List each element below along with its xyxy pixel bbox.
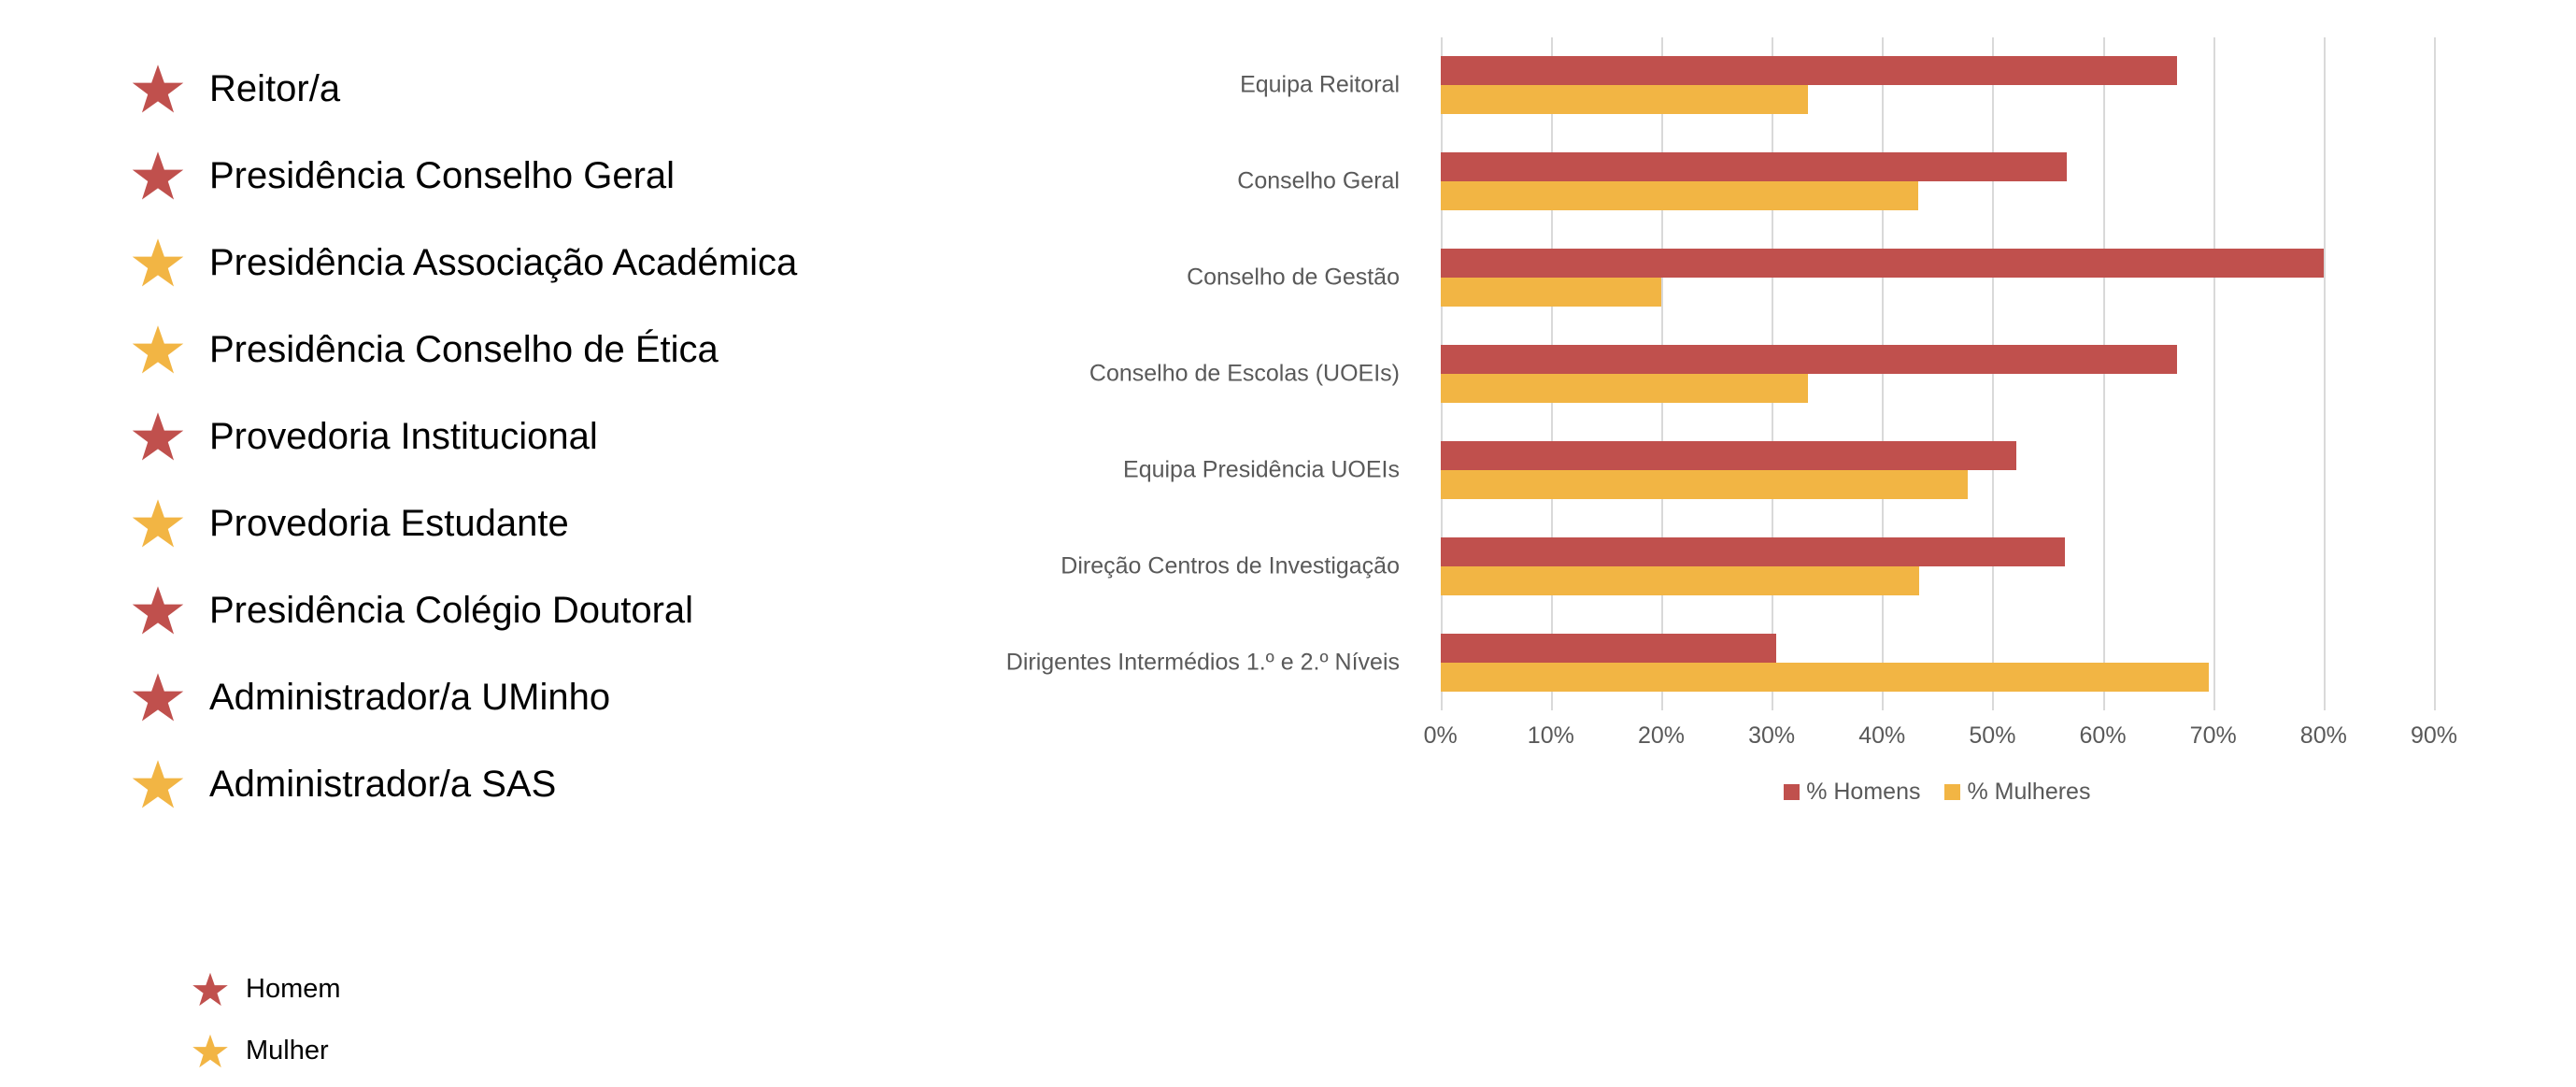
gender-distribution-chart: Equipa Reitoral Conselho Geral Conselho de… xyxy=(953,0,2576,1087)
role-list-item: Presidência Conselho Geral xyxy=(131,132,934,219)
role-label: Provedoria Estudante xyxy=(209,502,569,544)
chart-category-label: Conselho de Escolas (UOEIs) xyxy=(1089,360,1400,387)
chart-tick-label: 10% xyxy=(1527,722,1574,749)
chart-bar-mulheres xyxy=(1440,374,1809,403)
role-list-item: Presidência Colégio Doutoral xyxy=(131,566,934,653)
chart-bar-group xyxy=(1440,536,2434,595)
gender-key-item: Homem xyxy=(192,958,584,1020)
chart-bar-group xyxy=(1440,152,2434,211)
chart-tick-label: 0% xyxy=(1423,722,1458,749)
role-label: Administrador/a SAS xyxy=(209,763,557,805)
chart-bar-homens xyxy=(1440,152,2067,182)
chart-category-label: Dirigentes Intermédios 1.º e 2.º Níveis xyxy=(1005,649,1400,676)
star-icon xyxy=(132,411,184,461)
chart-bar-group xyxy=(1440,345,2434,403)
chart-bar-homens xyxy=(1440,440,2017,470)
chart-gridline xyxy=(2102,37,2105,710)
chart-category-label: Equipa Presidência UOEIs xyxy=(1123,456,1400,483)
chart-bar-homens xyxy=(1440,249,2324,279)
chart-bar-mulheres xyxy=(1440,662,2209,692)
star-icon xyxy=(132,237,184,287)
chart-tick-label: 90% xyxy=(2410,722,2458,749)
role-list-item: Reitor/a xyxy=(131,45,934,132)
role-list-item: Provedoria Estudante xyxy=(131,479,934,566)
gender-key-label: Homem xyxy=(246,973,341,1004)
role-label: Provedoria Institucional xyxy=(209,415,598,457)
chart-bar-group xyxy=(1440,56,2434,115)
star-icon xyxy=(132,672,184,722)
chart-legend-swatch-icon xyxy=(1944,784,1961,800)
chart-tick-label: 60% xyxy=(2079,722,2127,749)
chart-legend-label: % Mulheres xyxy=(1967,779,2091,805)
chart-bar-mulheres xyxy=(1440,85,1809,115)
chart-tick-label: 20% xyxy=(1637,722,1685,749)
star-icon xyxy=(132,585,184,635)
chart-tick-label: 80% xyxy=(2299,722,2347,749)
chart-gridline xyxy=(2323,37,2326,710)
chart-value-axis: 0% 10% 20% 30% 40% 50% 60% 70% 80% 90% xyxy=(1424,722,2457,762)
chart-bar-homens xyxy=(1440,56,2177,86)
chart-tick-label: 40% xyxy=(1858,722,1906,749)
role-label: Presidência Colégio Doutoral xyxy=(209,589,694,631)
chart-bar-group xyxy=(1440,440,2434,499)
gender-key-legend: Homem Mulher xyxy=(192,958,584,1081)
chart-bar-mulheres xyxy=(1440,278,1661,308)
chart-bar-group xyxy=(1440,249,2434,308)
star-icon xyxy=(132,324,184,374)
chart-category-axis: Equipa Reitoral Conselho Geral Conselho de… xyxy=(953,37,1420,710)
role-list: Reitor/a Presidência Conselho Geral Presid… xyxy=(131,45,934,827)
chart-bar-homens xyxy=(1440,345,2177,374)
chart-tick-label: 70% xyxy=(2189,722,2237,749)
chart-legend-swatch-icon xyxy=(1784,784,1800,800)
role-label: Presidência Associação Académica xyxy=(209,241,798,283)
chart-gridline xyxy=(2213,37,2215,710)
role-list-item: Provedoria Institucional xyxy=(131,393,934,479)
star-icon xyxy=(132,759,184,808)
star-icon xyxy=(192,1034,228,1067)
chart-bar-homens xyxy=(1440,536,2066,566)
chart-tick-label: 50% xyxy=(1969,722,2016,749)
star-icon xyxy=(132,64,184,113)
role-list-item: Administrador/a UMinho xyxy=(131,653,934,740)
role-list-item: Presidência Associação Académica xyxy=(131,219,934,306)
star-icon xyxy=(192,972,228,1006)
role-list-item: Administrador/a SAS xyxy=(131,740,934,827)
chart-bar-mulheres xyxy=(1440,181,1919,211)
chart-plot-area xyxy=(1440,37,2436,710)
chart-legend-item[interactable]: % Mulheres xyxy=(1944,780,2090,804)
role-label: Presidência Conselho de Ética xyxy=(209,328,719,370)
chart-category-label: Conselho de Gestão xyxy=(1187,264,1400,291)
gender-key-item: Mulher xyxy=(192,1020,584,1081)
role-label: Presidência Conselho Geral xyxy=(209,154,676,196)
chart-bar-group xyxy=(1440,633,2434,692)
role-list-item: Presidência Conselho de Ética xyxy=(131,306,934,393)
chart-bar-mulheres xyxy=(1440,565,1920,595)
chart-bar-homens xyxy=(1440,633,1776,663)
chart-category-label: Equipa Reitoral xyxy=(1240,71,1400,98)
chart-category-label: Conselho Geral xyxy=(1237,167,1400,194)
role-label: Administrador/a UMinho xyxy=(209,676,611,718)
chart-tick-label: 30% xyxy=(1748,722,1796,749)
star-icon xyxy=(132,150,184,200)
role-label: Reitor/a xyxy=(209,67,341,109)
chart-gridline xyxy=(1992,37,1995,710)
chart-gridline xyxy=(2433,37,2436,710)
star-icon xyxy=(132,498,184,548)
chart-gridline xyxy=(1882,37,1885,710)
chart-series-legend: % Homens % Mulheres xyxy=(1441,780,2434,804)
chart-bar-mulheres xyxy=(1440,469,1969,499)
roles-panel: Reitor/a Presidência Conselho Geral Presid… xyxy=(0,0,953,1087)
chart-legend-item[interactable]: % Homens xyxy=(1784,780,1920,804)
gender-key-label: Mulher xyxy=(246,1035,329,1066)
chart-category-label: Direção Centros de Investigação xyxy=(1060,552,1400,579)
chart-legend-label: % Homens xyxy=(1806,779,1921,805)
